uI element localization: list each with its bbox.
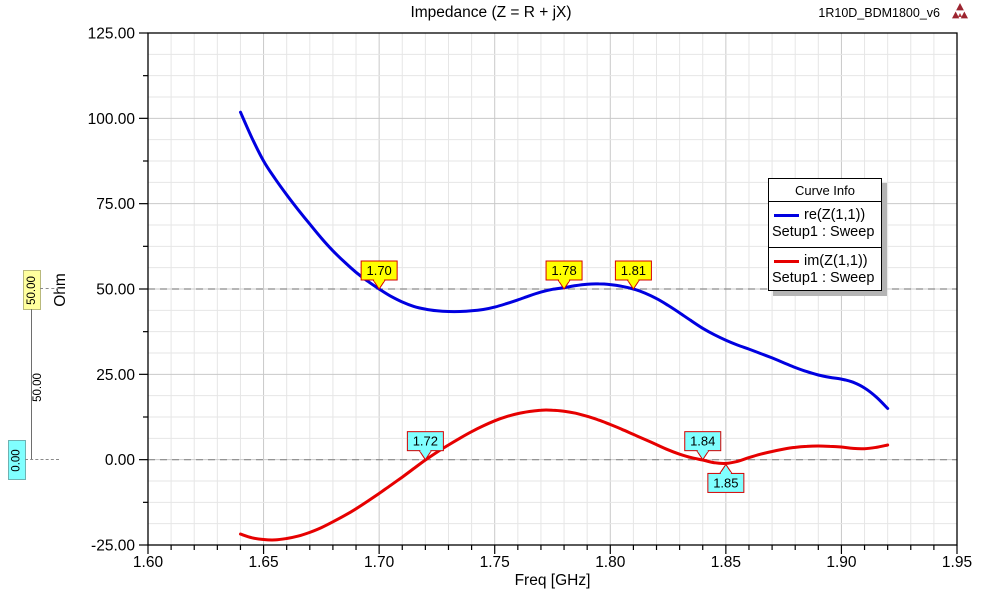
legend-entry-im-sub: Setup1 : Sweep — [772, 270, 875, 286]
x-axis-title: Freq [GHz] — [514, 572, 591, 589]
svg-text:1.78: 1.78 — [551, 263, 576, 278]
ref-line-0-leader — [25, 459, 59, 460]
im-curve-swatch-icon — [774, 259, 799, 263]
x-tick-label: 1.75 — [480, 554, 510, 571]
y-tick-label: -25.00 — [91, 538, 135, 555]
legend[interactable]: Curve Info re(Z(1,1)) Setup1 : Sweep im(… — [768, 178, 882, 291]
y-tick-label: 50.00 — [96, 282, 135, 299]
y-tick-label: 75.00 — [96, 196, 135, 213]
delta-leader-line — [31, 309, 32, 460]
svg-text:1.72: 1.72 — [413, 434, 438, 449]
ansys-logo-icon — [952, 3, 968, 19]
x-tick-label: 1.60 — [133, 554, 164, 571]
x-tick-label: 1.65 — [248, 554, 278, 571]
y-tick-label: 25.00 — [96, 367, 135, 384]
marker-tag-1.72[interactable]: 1.72 — [406, 431, 444, 461]
legend-entry-re-label: re(Z(1,1)) — [804, 207, 866, 223]
svg-text:1.85: 1.85 — [713, 475, 738, 490]
ref-line-tag-50-label: 50.00 — [25, 275, 38, 305]
delta-value-label: 50.00 — [32, 372, 44, 402]
x-tick-label: 1.95 — [942, 554, 972, 571]
ref-line-tag-0-label: 0.00 — [10, 448, 23, 472]
legend-entry-im-label: im(Z(1,1)) — [804, 253, 868, 269]
legend-title: Curve Info — [769, 179, 881, 202]
marker-tag-1.81[interactable]: 1.81 — [614, 260, 652, 290]
ref-line-tag-0[interactable]: 0.00 — [8, 440, 26, 480]
marker-tag-1.70[interactable]: 1.70 — [360, 260, 398, 290]
x-tick-label: 1.85 — [711, 554, 741, 571]
marker-tag-1.85[interactable]: 1.85 — [707, 463, 745, 493]
legend-entry-im[interactable]: im(Z(1,1)) Setup1 : Sweep — [769, 248, 881, 290]
legend-entry-re[interactable]: re(Z(1,1)) Setup1 : Sweep — [769, 202, 881, 244]
y-tick-label: 125.00 — [88, 26, 136, 43]
design-name-label: 1R10D_BDM1800_v6 — [818, 6, 940, 20]
curve-im-Z11[interactable] — [239, 408, 890, 542]
legend-entry-re-sub: Setup1 : Sweep — [772, 224, 875, 240]
y-axis-title: Ohm — [52, 273, 69, 307]
re-curve-swatch-icon — [774, 213, 799, 217]
y-tick-label: 0.00 — [105, 452, 136, 469]
x-tick-label: 1.90 — [826, 554, 857, 571]
axis-ticks — [139, 32, 958, 554]
svg-text:1.81: 1.81 — [621, 263, 646, 278]
marker-tag-1.78[interactable]: 1.78 — [545, 260, 583, 290]
x-tick-label: 1.70 — [364, 554, 395, 571]
ref-line-tag-50[interactable]: 50.00 — [23, 270, 41, 310]
svg-text:1.70: 1.70 — [366, 263, 391, 278]
marker-tag-1.84[interactable]: 1.84 — [684, 431, 722, 461]
ref-line-50-leader — [40, 288, 60, 289]
legend-separator — [769, 247, 881, 248]
x-tick-label: 1.80 — [595, 554, 626, 571]
page-title: Impedance (Z = R + jX) — [410, 4, 572, 21]
y-tick-label: 100.00 — [88, 111, 136, 128]
svg-text:1.84: 1.84 — [690, 434, 715, 449]
